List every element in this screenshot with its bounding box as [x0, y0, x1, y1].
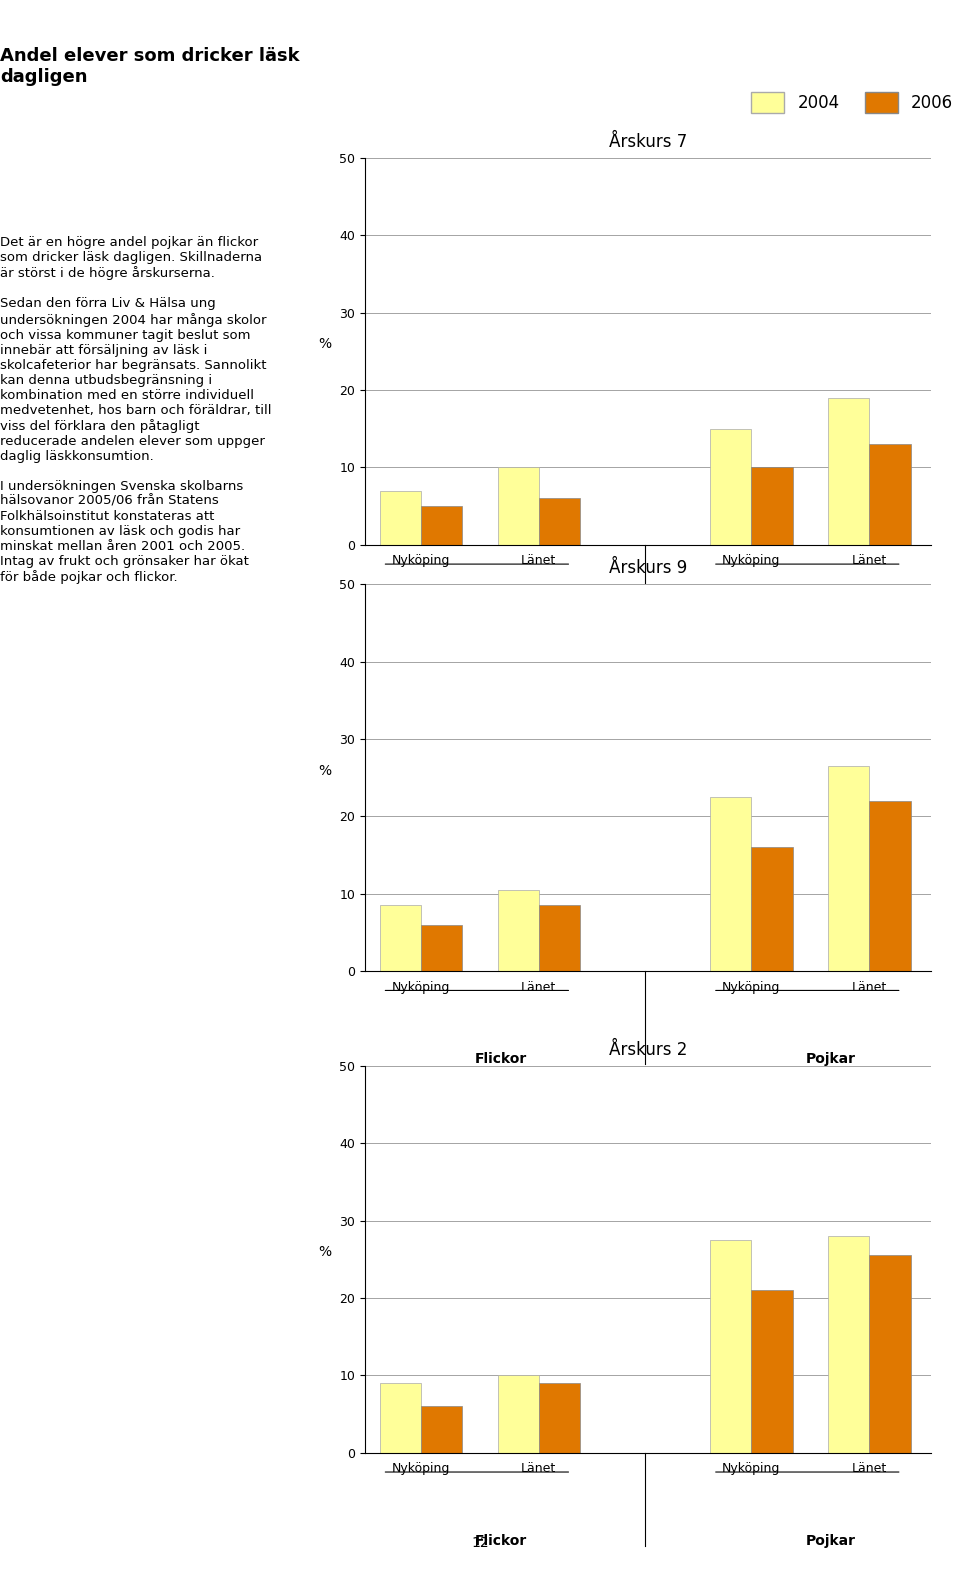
Bar: [828, 766, 869, 971]
Bar: [379, 905, 420, 971]
Bar: [497, 891, 539, 971]
Bar: [828, 1236, 869, 1453]
Bar: [752, 848, 793, 971]
Bar: [539, 499, 580, 545]
Bar: [539, 1383, 580, 1453]
Text: Pojkar: Pojkar: [805, 625, 856, 639]
Bar: [379, 1383, 420, 1453]
Title: Årskurs 2: Årskurs 2: [609, 1041, 687, 1058]
Bar: [420, 1407, 462, 1453]
Text: Pojkar: Pojkar: [805, 1052, 856, 1066]
Bar: [869, 1255, 910, 1453]
Bar: [420, 505, 462, 545]
Bar: [497, 1375, 539, 1453]
Text: 12: 12: [471, 1536, 489, 1551]
Text: Flickor: Flickor: [474, 625, 527, 639]
Bar: [828, 398, 869, 545]
Bar: [539, 905, 580, 971]
Title: Årskurs 7: Årskurs 7: [609, 133, 687, 150]
Text: Pojkar: Pojkar: [805, 1533, 856, 1547]
Bar: [710, 428, 752, 545]
Bar: [379, 491, 420, 545]
Y-axis label: %: %: [319, 764, 332, 778]
Y-axis label: %: %: [319, 1246, 332, 1260]
Bar: [752, 467, 793, 545]
Bar: [710, 1240, 752, 1453]
Bar: [869, 801, 910, 971]
Text: Det är en högre andel pojkar än flickor
som dricker läsk dagligen. Skillnaderna
: Det är en högre andel pojkar än flickor …: [0, 237, 272, 584]
Text: Flickor: Flickor: [474, 1052, 527, 1066]
Text: Andel elever som dricker läsk
dagligen: Andel elever som dricker läsk dagligen: [0, 47, 300, 87]
Bar: [752, 1290, 793, 1453]
Title: Årskurs 9: Årskurs 9: [609, 559, 687, 576]
Legend: 2004, 2006: 2004, 2006: [744, 85, 960, 120]
Bar: [710, 797, 752, 971]
Bar: [497, 467, 539, 545]
Bar: [869, 444, 910, 545]
Y-axis label: %: %: [319, 338, 332, 351]
Text: Flickor: Flickor: [474, 1533, 527, 1547]
Bar: [420, 925, 462, 971]
